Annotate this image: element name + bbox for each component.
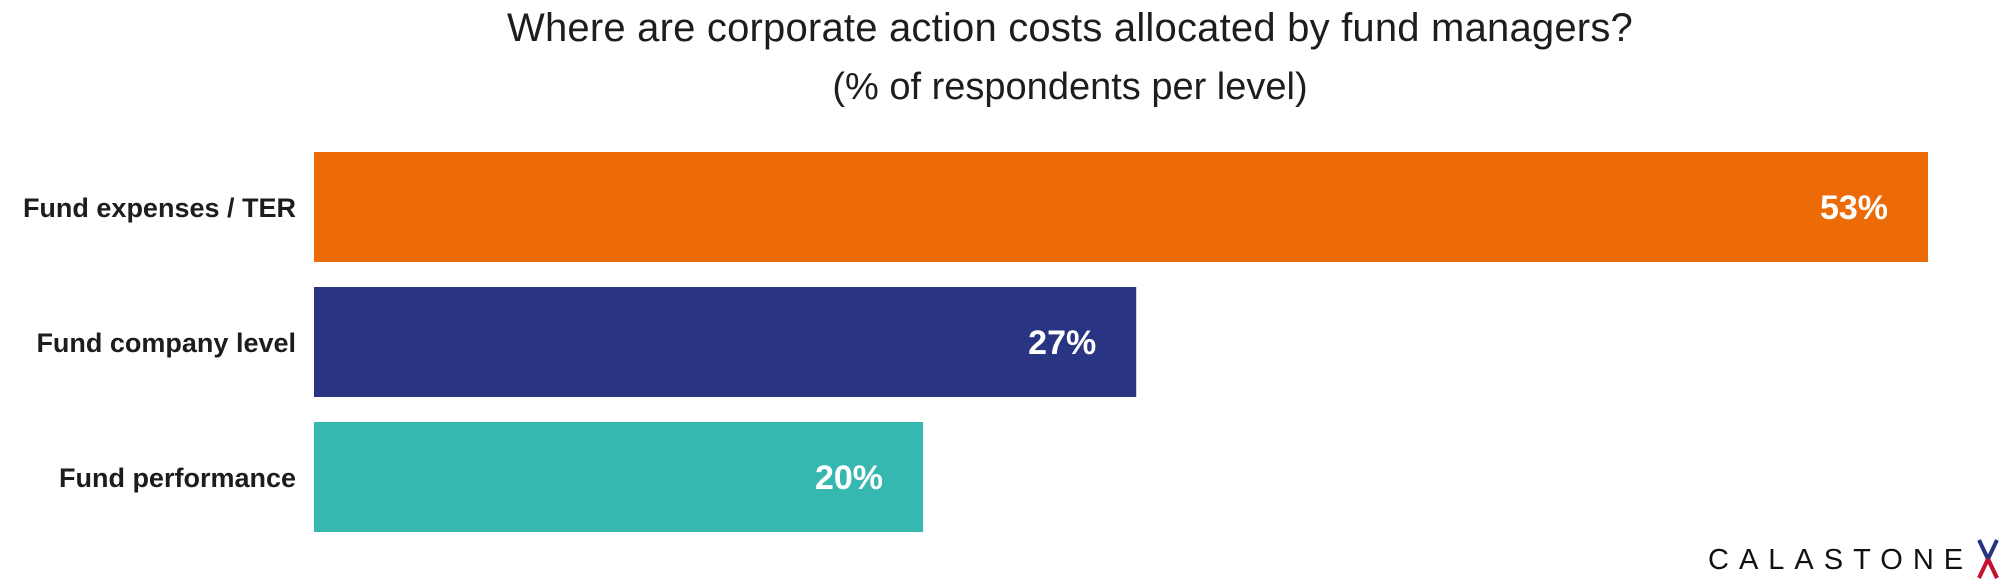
bar-2 bbox=[314, 422, 924, 532]
bar-1 bbox=[314, 287, 1137, 397]
category-label: Fund company level bbox=[36, 328, 296, 358]
chart-title: Where are corporate action costs allocat… bbox=[507, 6, 1633, 50]
value-label: 27% bbox=[1028, 324, 1096, 362]
calastone-logo: CALASTONE bbox=[1708, 544, 1974, 576]
value-label: 20% bbox=[815, 459, 883, 497]
chart-subtitle: (% of respondents per level) bbox=[832, 66, 1308, 108]
category-label: Fund expenses / TER bbox=[23, 193, 296, 223]
category-label: Fund performance bbox=[59, 463, 296, 493]
calastone-x-mark-icon bbox=[1977, 539, 1999, 579]
value-label: 53% bbox=[1820, 189, 1888, 227]
bar-0 bbox=[314, 152, 1928, 262]
